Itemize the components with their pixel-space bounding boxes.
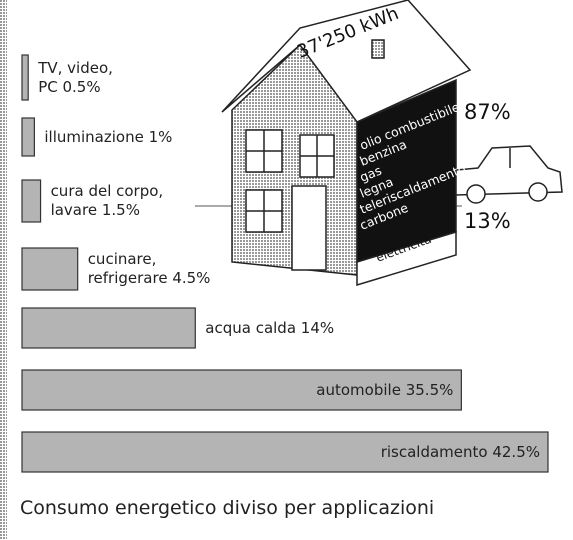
bar-label: acqua calda 14% [205, 319, 405, 338]
value-label: 42.5% [492, 443, 540, 461]
car [456, 146, 562, 203]
electricity-share: 13% [464, 209, 511, 233]
left-edge [0, 0, 7, 540]
category-label: acqua calda [205, 319, 296, 337]
bar-label: cura del corpo, lavare 1.5% [51, 182, 181, 220]
value-label: 14% [301, 319, 334, 337]
category-label: riscaldamento [381, 443, 488, 461]
value-label: 1% [149, 128, 173, 146]
value-label: 35.5% [406, 381, 454, 399]
bar-label: TV, video, PC 0.5% [38, 59, 118, 97]
category-label: cucinare, refrigerare [88, 250, 168, 287]
bar-label: riscaldamento 42.5% [240, 443, 540, 462]
category-label: automobile [316, 381, 401, 399]
bar [22, 118, 34, 156]
page: 37'250 kWh elettricità 87% 13% olio comb… [0, 0, 573, 540]
caption: Consumo energetico diviso per applicazio… [20, 497, 434, 519]
value-label: 0.5% [63, 78, 101, 96]
value-label: 4.5% [172, 269, 210, 287]
bar [22, 55, 28, 100]
bar [22, 248, 78, 290]
bar-label: automobile 35.5% [153, 381, 453, 400]
value-label: 1.5% [102, 201, 140, 219]
fuel-share: 87% [464, 100, 511, 124]
bar [22, 180, 41, 222]
category-label: illuminazione [44, 128, 143, 146]
bar-label: illuminazione 1% [44, 128, 244, 147]
bar-label: cucinare, refrigerare 4.5% [88, 250, 238, 288]
bar [22, 308, 195, 348]
